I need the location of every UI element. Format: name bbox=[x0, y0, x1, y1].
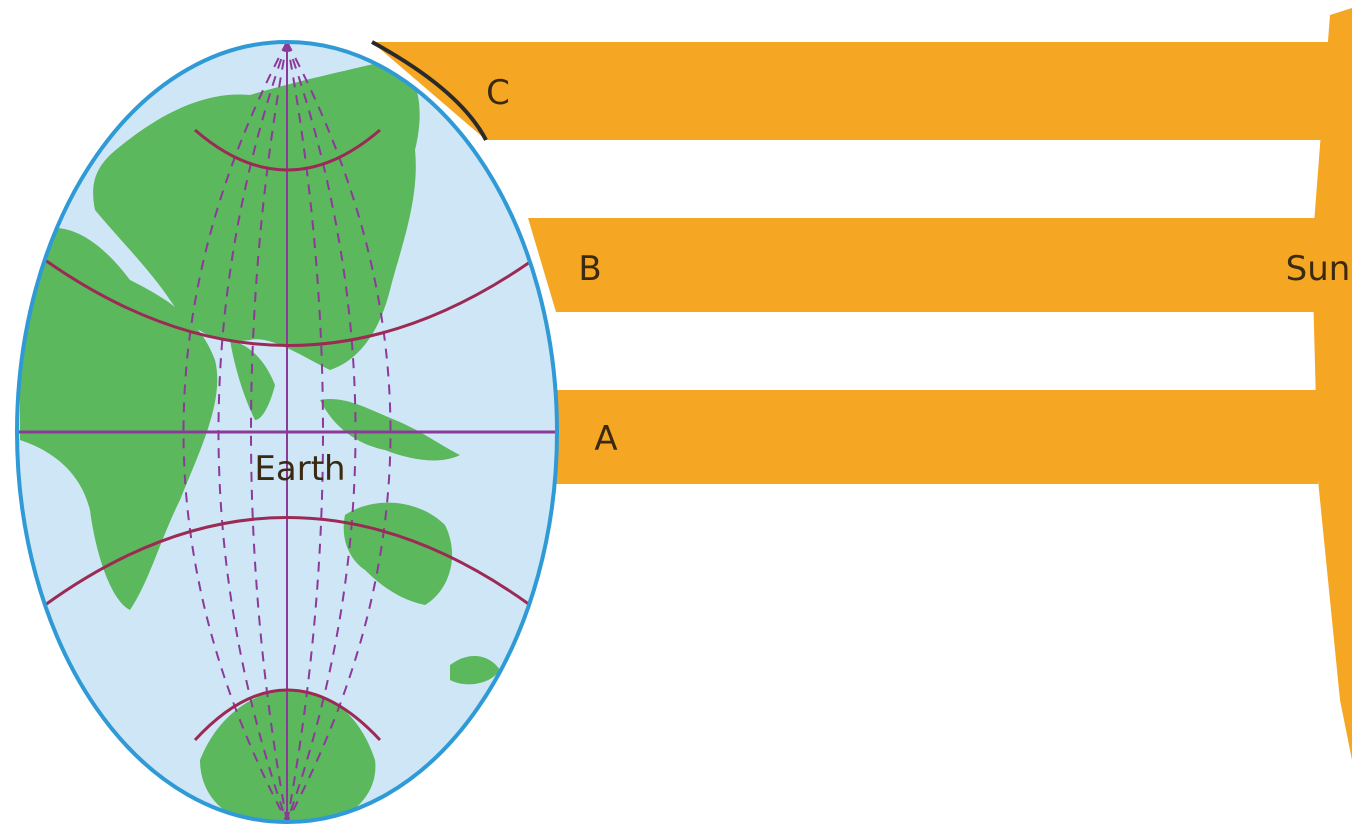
latitude-lines bbox=[17, 128, 557, 742]
ray-a-label: A bbox=[594, 419, 617, 459]
land-india bbox=[230, 340, 275, 420]
terminator-edge bbox=[371, 40, 488, 141]
earth-label: Earth bbox=[254, 449, 345, 489]
arctic-circle bbox=[194, 128, 381, 172]
earth-globe bbox=[15, 40, 559, 824]
sun-label: Sun bbox=[1286, 249, 1351, 289]
land-eurasia bbox=[93, 60, 420, 370]
land-new-zealand bbox=[450, 655, 500, 685]
sunlight-ray-c bbox=[372, 42, 1330, 140]
tropic-of-capricorn bbox=[44, 516, 531, 607]
sunlight-ray-b bbox=[528, 218, 1318, 312]
ray-c-label: C bbox=[486, 73, 510, 113]
sun-body bbox=[1312, 8, 1352, 760]
sunlight-ray-a bbox=[556, 390, 1318, 484]
antarctic-circle bbox=[193, 688, 382, 742]
ray-b-label: B bbox=[578, 249, 601, 289]
tropic-of-cancer bbox=[44, 258, 531, 347]
globe-outline bbox=[15, 40, 559, 824]
